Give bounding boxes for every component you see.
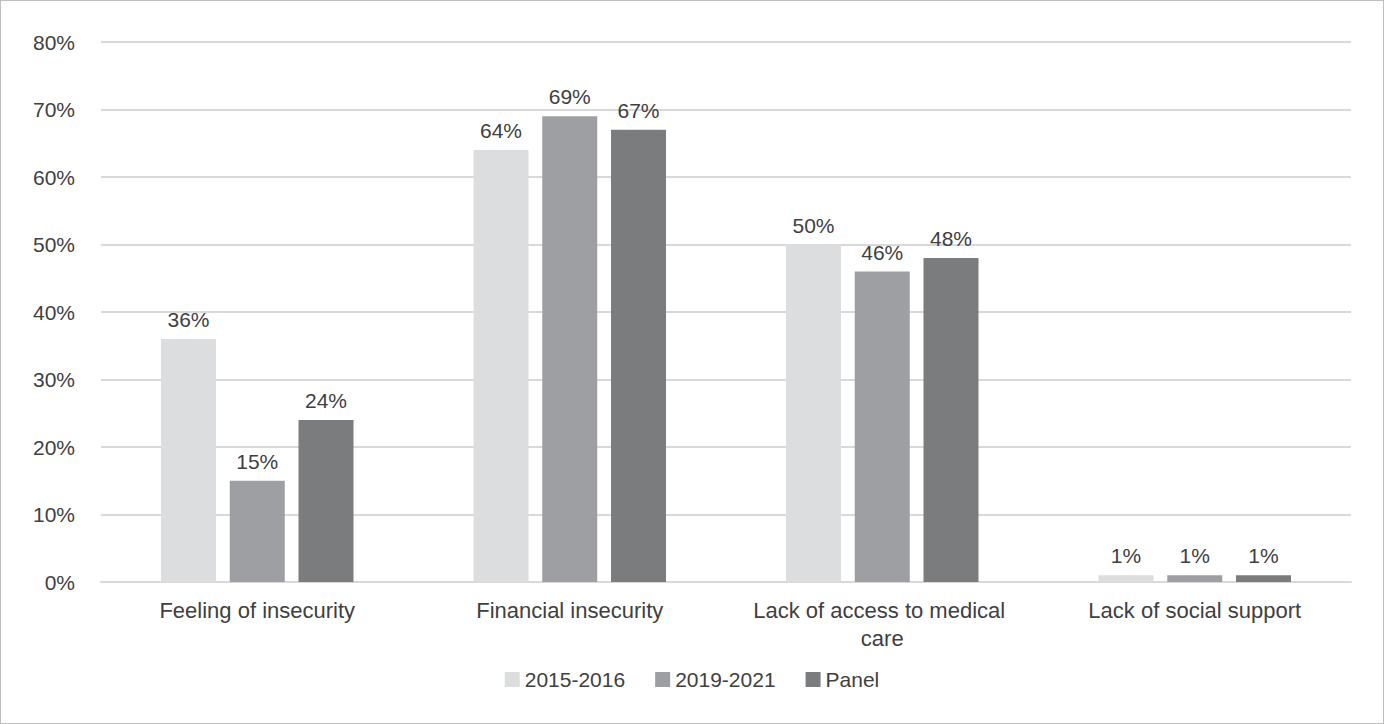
svg-text:64%: 64% xyxy=(480,119,522,142)
svg-text:69%: 69% xyxy=(549,85,591,108)
svg-text:care: care xyxy=(861,626,904,651)
svg-text:60%: 60% xyxy=(33,166,75,189)
svg-text:0%: 0% xyxy=(45,571,75,594)
svg-text:48%: 48% xyxy=(930,227,972,250)
svg-text:50%: 50% xyxy=(33,233,75,256)
svg-text:67%: 67% xyxy=(617,99,659,122)
svg-text:Financial insecurity: Financial insecurity xyxy=(476,598,663,623)
svg-text:Panel: Panel xyxy=(826,668,880,691)
svg-text:1%: 1% xyxy=(1248,544,1278,567)
svg-text:30%: 30% xyxy=(33,368,75,391)
svg-text:1%: 1% xyxy=(1180,544,1210,567)
svg-text:10%: 10% xyxy=(33,503,75,526)
svg-text:80%: 80% xyxy=(33,31,75,54)
svg-text:1%: 1% xyxy=(1111,544,1141,567)
svg-text:Lack of social support: Lack of social support xyxy=(1088,598,1301,623)
svg-text:15%: 15% xyxy=(236,450,278,473)
svg-text:50%: 50% xyxy=(792,214,834,237)
svg-text:46%: 46% xyxy=(861,241,903,264)
svg-text:Feeling of insecurity: Feeling of insecurity xyxy=(159,598,355,623)
svg-text:2019-2021: 2019-2021 xyxy=(675,668,775,691)
svg-text:2015-2016: 2015-2016 xyxy=(525,668,625,691)
svg-text:Lack of access to medical: Lack of access to medical xyxy=(753,598,1011,623)
svg-text:20%: 20% xyxy=(33,436,75,459)
svg-text:24%: 24% xyxy=(305,389,347,412)
svg-text:40%: 40% xyxy=(33,301,75,324)
svg-text:70%: 70% xyxy=(33,98,75,121)
svg-text:36%: 36% xyxy=(167,308,209,331)
